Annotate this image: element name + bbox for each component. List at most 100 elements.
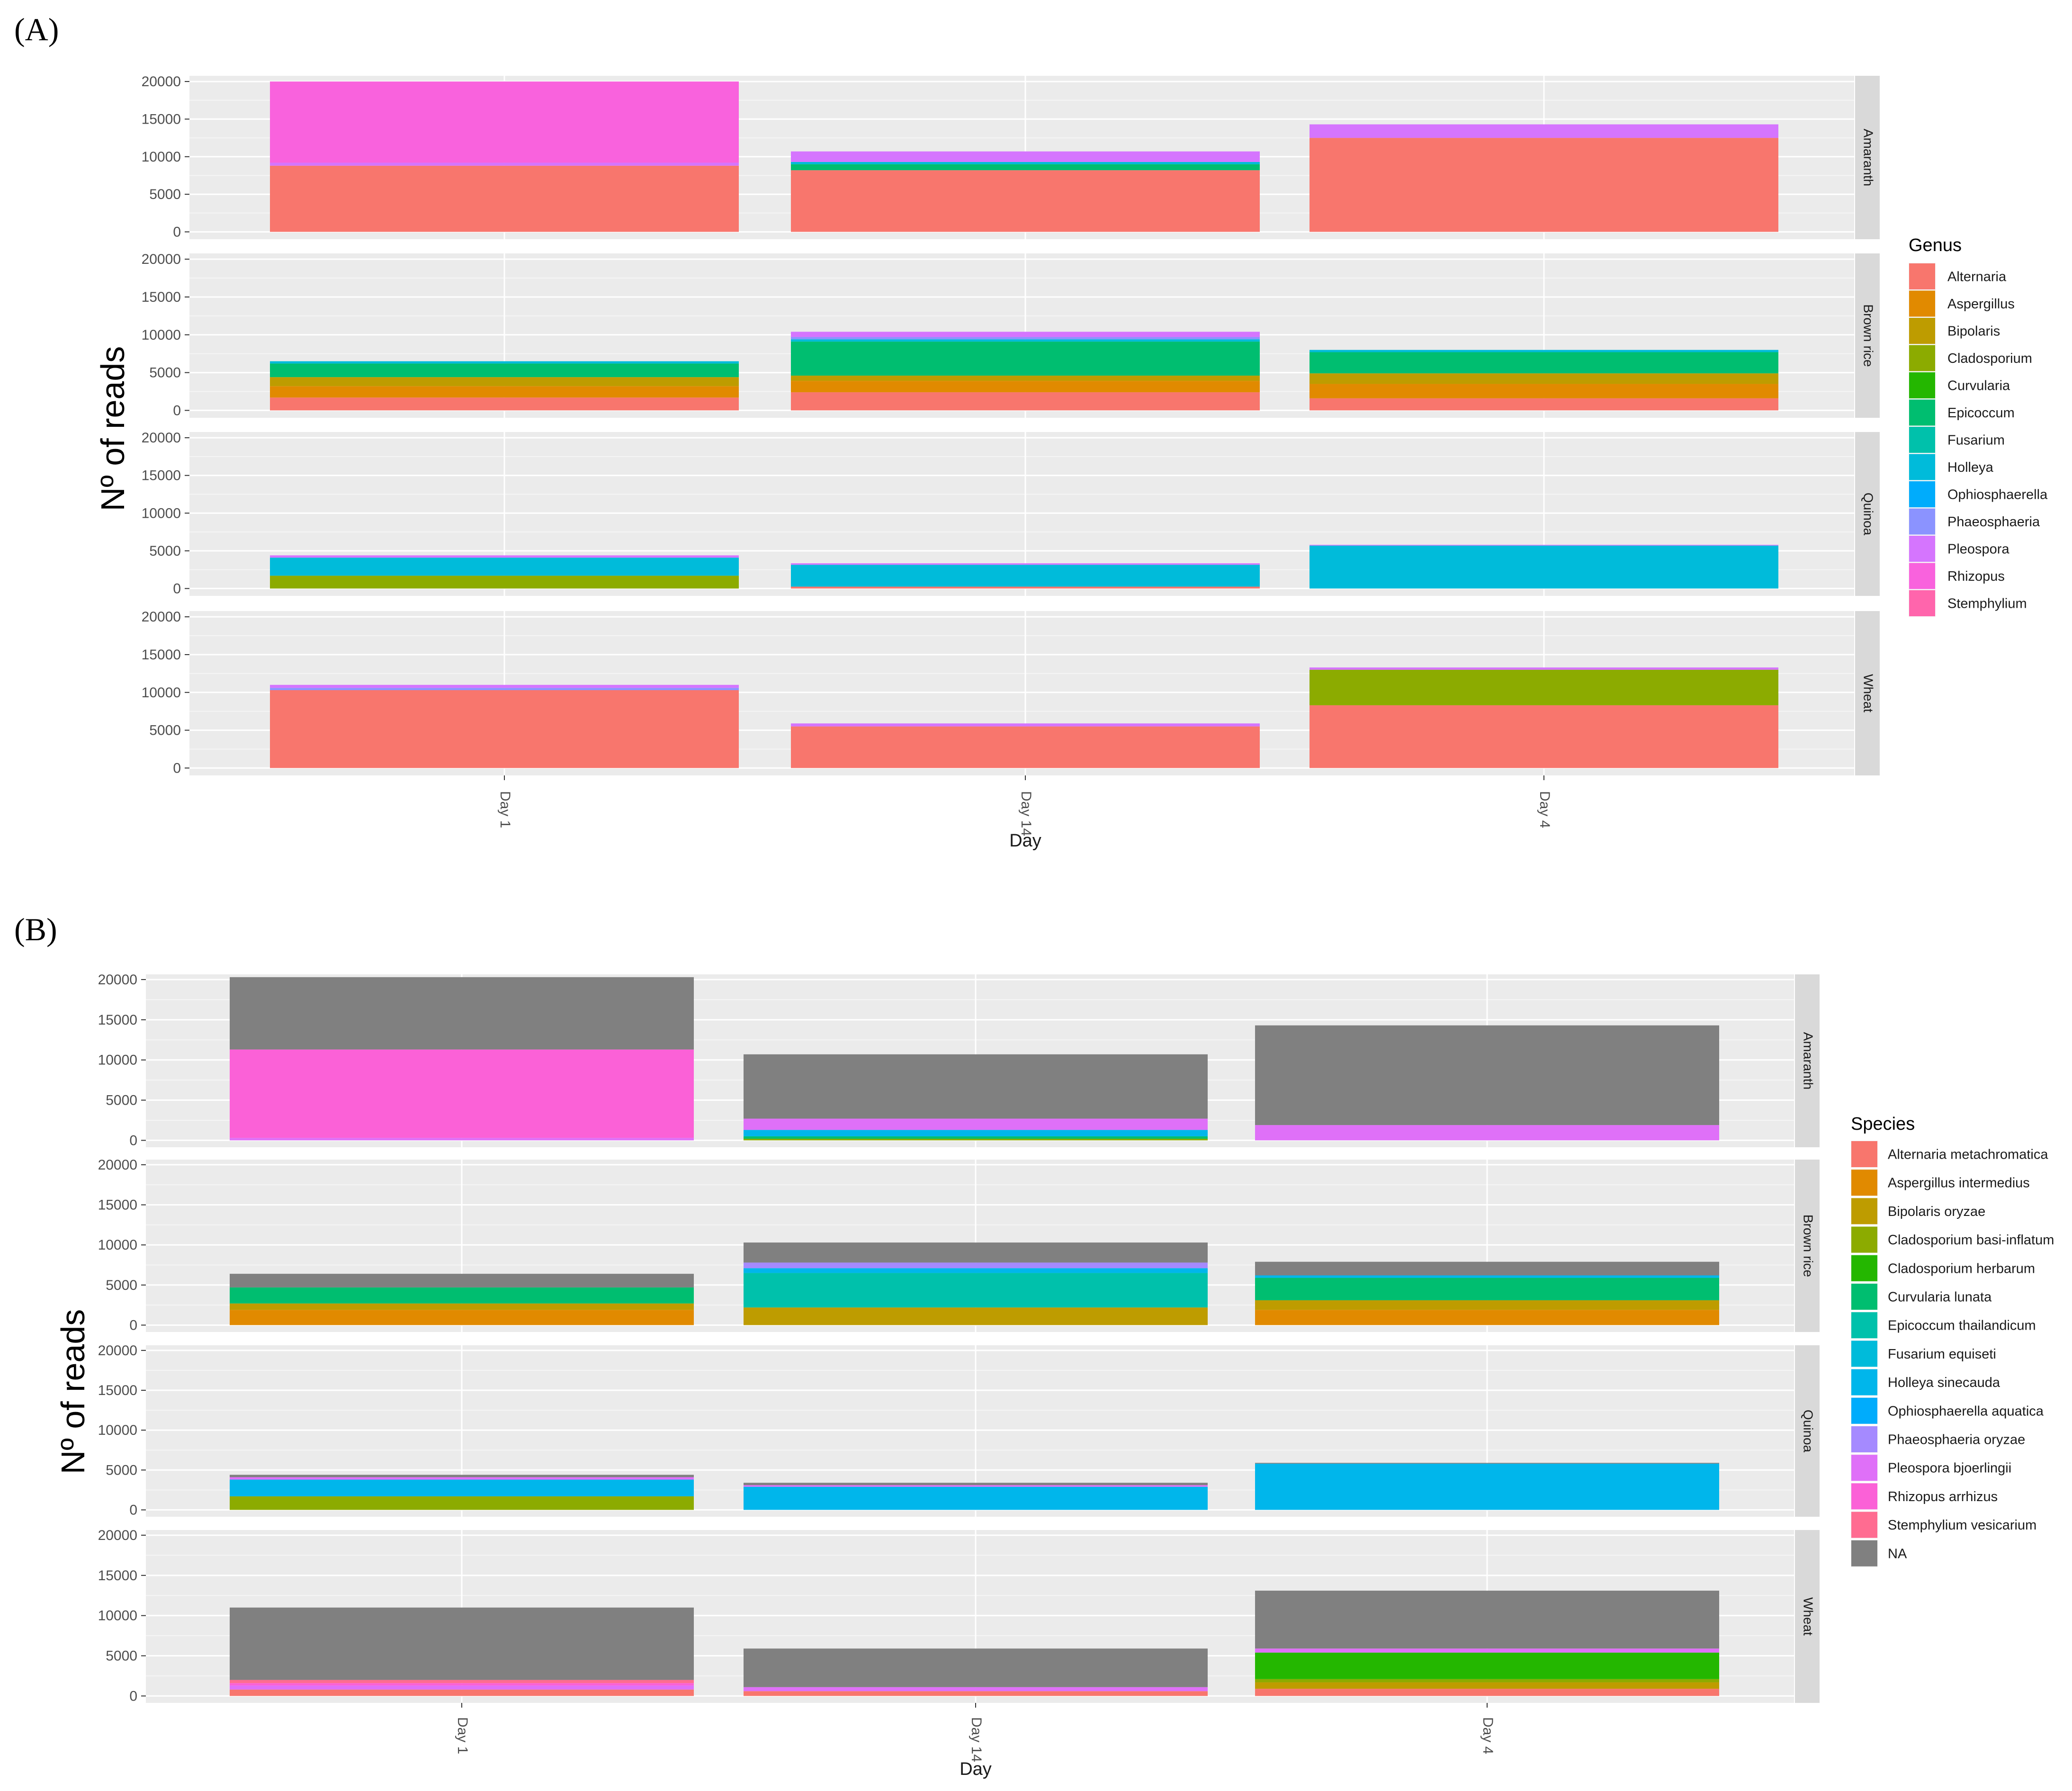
legend-title: Genus [1909,235,1962,255]
legend-item: Pleospora [1909,535,2009,562]
legend-label: Epicoccum thailandicum [1888,1318,2036,1333]
legend-swatch [1851,1284,1877,1310]
bar-segment-na [1255,1463,1719,1464]
facet-brown-rice: 0 5000 10000 15000 20000 Brown rice [142,252,1880,418]
bar-segment-holleya [270,361,739,364]
bar-segment-cladosporium-herbarum [1255,1652,1719,1679]
bar-segment-na [230,1607,694,1680]
y-tick-label: 10000 [142,149,181,165]
bar-segment-holleya-sinecauda [744,1268,1208,1273]
legend-label: Rhizopus [1947,569,2005,584]
bar-segment-alternaria [1310,138,1778,232]
legend-label: Alternaria [1947,270,2007,285]
bar-segment-pleospora [1310,545,1778,546]
legend-item: Bipolaris oryzae [1851,1197,1985,1225]
bar-segment-curvularia-lunata [744,1136,1208,1139]
x-tick-label: Day 4 [1480,1717,1496,1754]
legend-item: Holleya [1909,453,1994,481]
y-tick-label: 20000 [98,972,137,988]
facet-strip [1795,1530,1820,1703]
legend-item: Cladosporium basi-inflatum [1851,1226,2054,1253]
legend-label: Ophiosphaerella [1947,487,2048,503]
bar-segment-holleya [791,162,1260,164]
legend-swatch [1909,263,1935,289]
legend-swatch [1851,1170,1877,1196]
y-tick-label: 5000 [149,365,181,381]
bar-segment-pleospora [791,723,1260,727]
legend: Genus Alternaria Aspergillus Bipolaris Clado… [1909,235,2048,617]
bar-segment-alternaria-metachromatica [1255,1689,1719,1696]
facet-amaranth: 0 5000 10000 15000 20000 Amaranth [98,972,1820,1148]
legend-label: Curvularia lunata [1888,1290,1992,1305]
legend-swatch [1851,1141,1877,1167]
bar-segment-rhizopus [270,81,739,163]
facet-amaranth: 0 5000 10000 15000 20000 Amaranth [142,74,1880,240]
bar-segment-pleospora-bjoerlingii [744,1485,1208,1487]
legend-label: Stemphylium vesicarium [1888,1518,2036,1533]
legend-item: Ophiosphaerella [1909,481,2048,508]
legend-swatch [1851,1369,1877,1395]
y-tick-label: 15000 [142,468,181,484]
bar-segment-epicoccum [1310,352,1778,374]
y-axis-label: Nº of reads [54,1309,91,1475]
bar-segment-pleospora-bjoerlingii [1255,1125,1719,1141]
bar-segment-phaeosphaeria-oryzae [744,1262,1208,1269]
y-tick-label: 10000 [98,1608,137,1624]
legend-item: Holleya sinecauda [1851,1368,2000,1396]
legend-item: Alternaria metachromatica [1851,1141,2048,1168]
legend-swatch [1909,290,1935,317]
legend-swatch [1909,481,1935,507]
y-tick-label: 0 [129,1317,137,1333]
bar-segment-alternaria [791,170,1260,232]
facet-strip-label: Amaranth [1801,1032,1816,1089]
bar-segment-pleospora-bjoerlingii [230,1477,694,1480]
y-tick-label: 10000 [142,685,181,701]
bar-segment-cladosporium [1310,669,1778,705]
legend-item: Curvularia [1909,372,2010,399]
legend-label: Ophiosphaerella aquatica [1888,1404,2044,1419]
legend-label: Cladosporium herbarum [1888,1261,2035,1276]
legend-item: Pleospora bjoerlingii [1851,1454,2011,1482]
y-tick-label: 5000 [106,1278,137,1293]
facet-brown-rice: 0 5000 10000 15000 20000 Brown rice [98,1157,1820,1333]
legend-item: Alternaria [1909,263,2007,290]
facet-strip [1795,974,1820,1147]
y-tick-label: 15000 [142,111,181,127]
facet-strip-label: Brown rice [1801,1215,1816,1277]
legend-item: Epicoccum [1909,399,2015,426]
bar-segment-pleospora-bjoerlingii [744,1118,1208,1130]
bar-segment-cladosporium-basi-inflatum [1255,1679,1719,1683]
legend-swatch [1909,454,1935,480]
legend-label: NA [1888,1546,1907,1561]
bar-segment-cladosporium-basi-inflatum [744,1139,1208,1141]
legend-swatch [1909,536,1935,562]
bar-segment-pleospora-bjoerlingii [1255,1648,1719,1653]
legend-item: Fusarium [1909,426,2005,453]
legend-swatch [1909,372,1935,398]
legend-item: Phaeosphaeria oryzae [1851,1426,2025,1453]
y-tick-label: 5000 [149,723,181,738]
bar-segment-stemphylium-vesicarium [230,1680,694,1683]
panel-b-chart: (B) 0 5000 10000 15000 20000 Amaranth 0 5000 1000… [14,911,2054,1779]
bar-segment-curvularia-lunata [1255,1278,1719,1300]
y-tick-label: 15000 [98,1012,137,1028]
y-tick-label: 0 [129,1688,137,1704]
bar-segment-bipolaris [270,377,739,387]
y-tick-label: 10000 [98,1422,137,1438]
bar-segment-bipolaris-oryzae [1255,1300,1719,1310]
y-tick-label: 0 [173,760,181,776]
y-tick-label: 0 [173,581,181,596]
panel-label: (B) [14,911,57,947]
legend-label: Bipolaris oryzae [1888,1204,1985,1219]
bar-segment-phaeosphaeria [270,688,739,690]
legend-swatch [1909,590,1935,616]
legend-label: Holleya sinecauda [1888,1375,2000,1390]
bar-segment-aspergillus [791,381,1260,393]
bar-segment-alternaria [791,392,1260,411]
legend-label: Alternaria metachromatica [1888,1147,2048,1162]
y-tick-label: 20000 [142,74,181,90]
bar-segment-holleya-sinecauda [1255,1463,1719,1510]
bar-segment-cladosporium [270,576,739,589]
bar-segment-epicoccum-thailandicum [744,1273,1208,1308]
x-tick-label: Day 14 [969,1717,984,1762]
